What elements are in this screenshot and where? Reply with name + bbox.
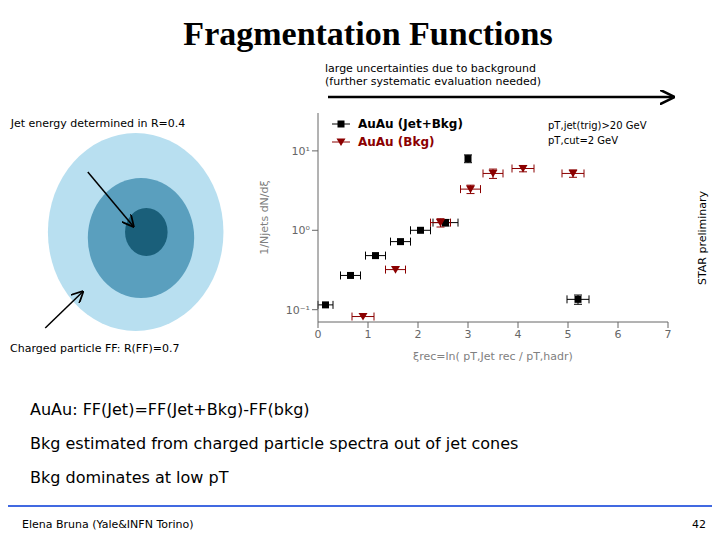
svg-text:3: 3 xyxy=(465,328,472,341)
html-text:Elena Bruna (Yale&INFN Torino): Elena Bruna (Yale&INFN Torino) xyxy=(22,518,194,531)
html-text:Bkg dominates at low pT: Bkg dominates at low pT xyxy=(30,468,229,487)
svg-text:2: 2 xyxy=(415,328,422,341)
html-text:AuAu: FF(Jet)=FF(Jet+Bkg)-FF(b: AuAu: FF(Jet)=FF(Jet+Bkg)-FF(bkg) xyxy=(30,400,310,419)
svg-text:4: 4 xyxy=(515,328,522,341)
svg-text:0: 0 xyxy=(315,328,322,341)
html-text:Bkg estimated from charged par: Bkg estimated from charged particle spec… xyxy=(30,434,519,453)
html-text:Fragmentation Functions: Fragmentation Functions xyxy=(183,15,553,52)
svg-text:6: 6 xyxy=(615,328,622,341)
html-text:42: 42 xyxy=(692,518,706,531)
svg-text:1/Njets dN/dξ: 1/Njets dN/dξ xyxy=(258,180,271,254)
svg-text:STAR preliminary: STAR preliminary xyxy=(696,190,709,285)
html-text:AuAu (Jet+Bkg): AuAu (Jet+Bkg) xyxy=(358,117,463,131)
svg-text:Charged particle FF: R(FF)=0.7: Charged particle FF: R(FF)=0.7 xyxy=(10,342,180,355)
svg-text:7: 7 xyxy=(665,328,672,341)
html-text:pT,cut=2 GeV: pT,cut=2 GeV xyxy=(548,135,619,146)
html-text:AuAu (Bkg): AuAu (Bkg) xyxy=(358,135,435,149)
svg-text:10¹: 10¹ xyxy=(292,145,310,158)
html-text:large uncertainties due to bac: large uncertainties due to background (f… xyxy=(325,62,541,88)
html-text:pT,jet(trig)>20 GeV: pT,jet(trig)>20 GeV xyxy=(548,120,647,131)
svg-text:5: 5 xyxy=(565,328,572,341)
svg-text:1: 1 xyxy=(365,328,372,341)
svg-text:ξrec=ln( pT,Jet rec / pT,hadr): ξrec=ln( pT,Jet rec / pT,hadr) xyxy=(413,350,573,363)
svg-text:10⁰: 10⁰ xyxy=(292,224,311,237)
svg-text:Jet energy determined in R=0.4: Jet energy determined in R=0.4 xyxy=(10,117,186,130)
svg-text:10⁻¹: 10⁻¹ xyxy=(286,304,310,317)
